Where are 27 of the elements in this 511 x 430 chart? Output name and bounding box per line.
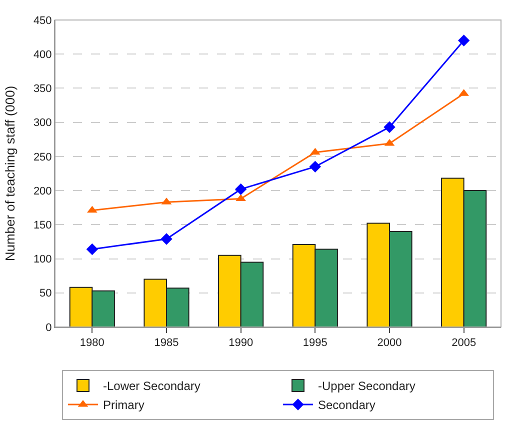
y-tick-label: 450 — [33, 14, 52, 27]
y-tick-label: 50 — [40, 288, 52, 300]
point — [384, 121, 396, 133]
y-axis-title: Number of teaching staff (000) — [2, 86, 18, 262]
x-tick-label: 1980 — [80, 337, 104, 350]
point — [234, 183, 247, 196]
y-tick-label: 150 — [33, 220, 52, 232]
y-tick-label: 250 — [33, 151, 52, 164]
legend-label: -Lower Secondary — [103, 379, 200, 394]
x-tick-label: 1995 — [302, 337, 328, 350]
legend-label: Primary — [103, 398, 144, 412]
y-tick-label: 350 — [33, 83, 52, 96]
x-tick-label: 1985 — [154, 337, 179, 350]
point — [160, 233, 172, 245]
x-tick-label: 2005 — [452, 337, 476, 350]
point — [86, 243, 98, 256]
x-tick-label: 2000 — [377, 337, 402, 350]
y-tick-label: 400 — [33, 48, 52, 61]
y-tick-label: 300 — [33, 117, 52, 130]
y-tick-label: 0 — [46, 322, 52, 334]
point — [309, 160, 322, 173]
legend-label: Secondary — [318, 398, 376, 412]
y-tick-label: 100 — [33, 254, 52, 266]
y-tick-label: 200 — [33, 185, 52, 198]
x-tick-label: 1990 — [228, 337, 254, 350]
legend-label: -Upper Secondary — [318, 379, 416, 394]
point — [458, 34, 470, 46]
